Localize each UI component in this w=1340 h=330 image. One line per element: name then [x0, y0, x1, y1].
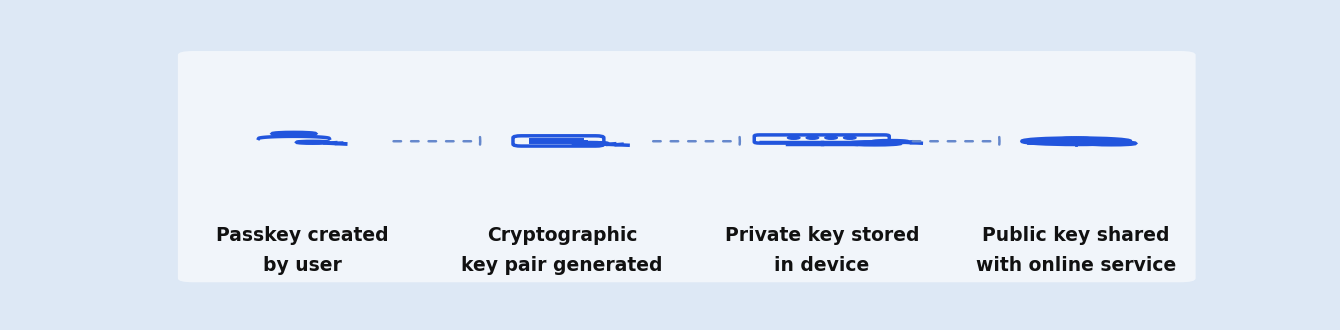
Ellipse shape [1088, 142, 1135, 145]
Text: Public key shared
with online service: Public key shared with online service [976, 226, 1177, 275]
Circle shape [825, 136, 838, 139]
Ellipse shape [574, 143, 608, 145]
Text: Passkey created
by user: Passkey created by user [216, 226, 389, 275]
Text: Private key stored
in device: Private key stored in device [725, 226, 919, 275]
Ellipse shape [848, 142, 900, 145]
Ellipse shape [872, 141, 907, 143]
Text: Cryptographic
key pair generated: Cryptographic key pair generated [461, 226, 663, 275]
Circle shape [807, 136, 819, 139]
Circle shape [844, 136, 856, 139]
Circle shape [788, 136, 800, 139]
FancyBboxPatch shape [178, 51, 1195, 282]
